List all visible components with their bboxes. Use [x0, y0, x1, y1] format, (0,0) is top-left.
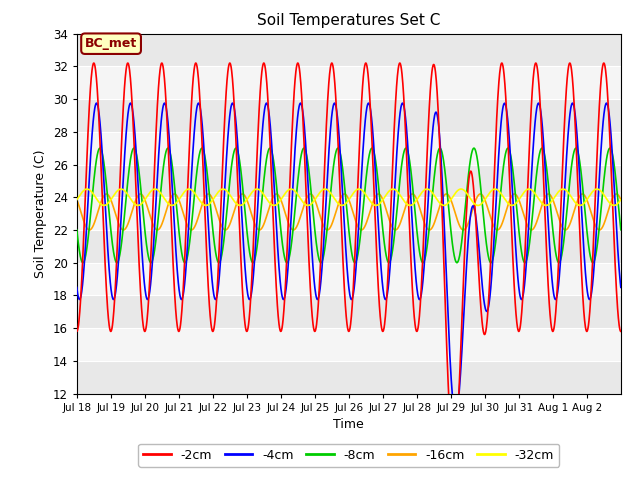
Bar — [77, 361, 621, 394]
Legend: -2cm, -4cm, -8cm, -16cm, -32cm: -2cm, -4cm, -8cm, -16cm, -32cm — [138, 444, 559, 467]
Bar — [77, 230, 621, 263]
Bar — [77, 99, 621, 132]
Y-axis label: Soil Temperature (C): Soil Temperature (C) — [34, 149, 47, 278]
Bar — [77, 197, 621, 230]
Bar — [77, 165, 621, 197]
Bar — [77, 132, 621, 165]
Bar — [77, 263, 621, 295]
Text: BC_met: BC_met — [85, 37, 137, 50]
X-axis label: Time: Time — [333, 418, 364, 431]
Title: Soil Temperatures Set C: Soil Temperatures Set C — [257, 13, 440, 28]
Bar — [77, 34, 621, 66]
Bar — [77, 66, 621, 99]
Bar — [77, 328, 621, 361]
Bar — [77, 295, 621, 328]
